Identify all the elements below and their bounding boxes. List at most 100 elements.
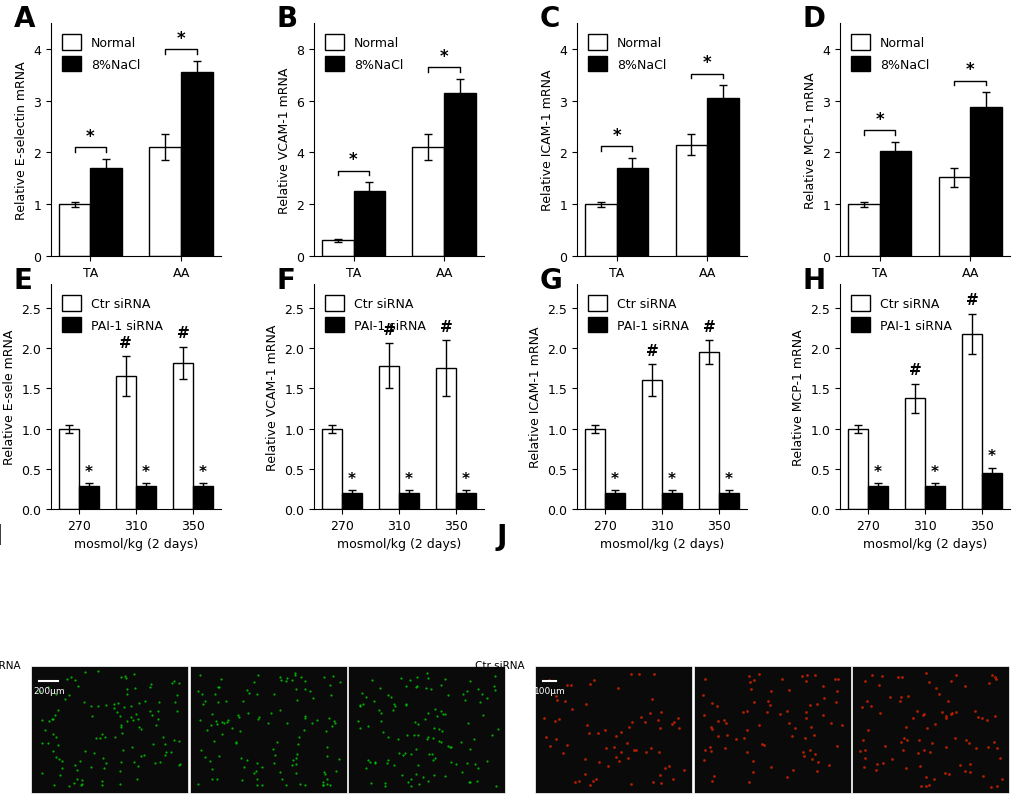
Point [251,711,267,723]
Point [249,778,265,791]
Point [489,723,505,735]
Point [219,714,235,727]
Point [41,715,57,727]
Point [870,707,887,719]
Point [421,747,437,760]
Point [459,756,475,769]
Point [117,670,133,683]
Point [802,720,818,733]
Point [322,679,338,692]
Legend: Normal, 8%NaCl: Normal, 8%NaCl [583,30,671,77]
Text: *: * [405,472,413,486]
Point [83,760,99,773]
Point [951,759,967,772]
Point [150,705,166,718]
Point [92,731,108,744]
Bar [981,473,1001,509]
Point [783,730,799,743]
Point [170,759,186,772]
Point [352,699,368,712]
Point [652,776,668,789]
Point [423,747,439,760]
Point [874,756,891,769]
Point [863,669,879,682]
Point [734,706,750,719]
Point [69,680,86,693]
Point [152,755,168,768]
Point [207,687,223,700]
Point [273,674,289,687]
Point [814,679,830,692]
Point [106,698,122,711]
Point [278,674,294,687]
Point [540,674,556,687]
Point [149,712,165,725]
Point [537,731,553,743]
Point [315,779,331,792]
Point [238,683,255,696]
Point [155,731,171,743]
Point [908,704,924,717]
Legend: Normal, 8%NaCl: Normal, 8%NaCl [57,30,146,77]
Point [325,669,341,682]
Point [289,738,306,751]
Text: *: * [667,472,676,486]
Point [287,758,304,771]
Point [623,668,639,681]
Point [214,716,230,729]
Point [793,670,809,683]
Point [378,756,394,769]
Point [486,683,502,696]
Text: *: * [347,472,356,486]
Point [249,796,265,802]
Bar [321,241,354,257]
Text: 100μm: 100μm [533,687,565,695]
Point [112,765,128,778]
Point [297,674,313,687]
Point [59,673,75,686]
Point [272,766,288,779]
Bar [181,73,213,257]
Point [291,796,308,802]
Point [447,758,464,771]
Point [194,688,210,701]
Point [703,723,719,736]
Point [644,776,660,788]
Point [57,693,73,706]
Text: #: # [382,322,395,338]
Point [703,697,719,710]
Point [708,730,725,743]
Point [911,780,927,792]
Point [426,752,442,765]
Point [772,673,789,686]
Bar [455,493,476,509]
Point [45,712,61,725]
Point [73,774,90,787]
Point [855,761,871,774]
Point [368,797,384,802]
Point [32,685,48,698]
Point [232,752,249,765]
Point [204,772,220,785]
Point [739,723,755,736]
Point [741,670,757,683]
Legend: Ctr siRNA, PAI-1 siRNA: Ctr siRNA, PAI-1 siRNA [846,291,956,338]
Point [210,681,226,694]
Point [380,688,396,701]
Point [379,731,395,743]
Y-axis label: Relative ICAM-1 mRNA: Relative ICAM-1 mRNA [528,326,541,468]
Point [656,762,673,775]
Point [390,747,407,759]
Point [915,708,931,721]
FancyBboxPatch shape [32,795,189,802]
Point [90,700,106,713]
Point [239,707,256,719]
Bar [718,493,739,509]
Text: *: * [874,111,883,129]
Point [942,675,958,688]
Point [94,774,110,787]
Point [424,731,440,744]
Point [236,760,253,773]
Bar [961,334,981,509]
Point [452,765,469,778]
